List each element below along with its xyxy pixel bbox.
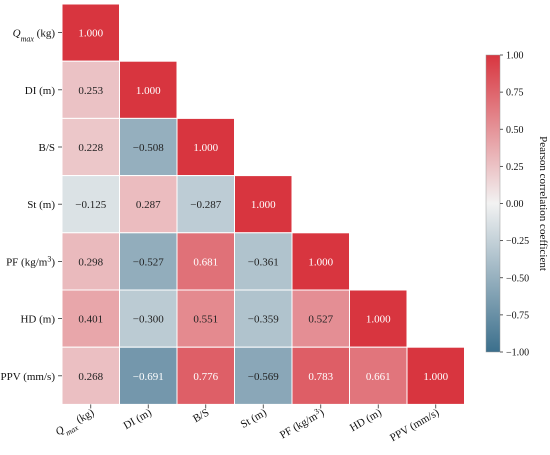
row-label: PPV (mm/s): [0, 371, 55, 383]
label-rest: ): [51, 256, 55, 268]
heatmap-cell: [349, 289, 408, 348]
cell-value-label: 0.551: [193, 314, 218, 326]
cell-value-label: 1.000: [251, 199, 276, 211]
label-main: DI (m): [122, 406, 154, 432]
cell-value-label: −0.569: [248, 371, 279, 383]
label-rest: (kg): [34, 28, 55, 40]
colorbar-tick-label: 0.25: [506, 162, 524, 173]
heatmap-cell: [349, 346, 408, 405]
label-main: DI (m): [25, 85, 56, 97]
label-main: B/S: [191, 407, 211, 426]
row-label: PF (kg/m3): [6, 254, 55, 269]
label-main: B/S: [38, 142, 55, 154]
colorbar-tick-label: −0.75: [506, 310, 529, 321]
colorbar-tick-label: −0.50: [506, 273, 529, 284]
cell-value-label: −0.300: [133, 314, 164, 326]
cell-value-label: 0.776: [193, 371, 218, 383]
cell-value-label: 0.253: [78, 85, 103, 97]
column-labels: Qmax (kg) DI (m) B/S St (m) PF (kg/m3) HD (m)…: [54, 404, 442, 444]
cell-value-label: −0.361: [248, 256, 279, 268]
heatmap-cell: [291, 289, 350, 348]
colorbar-tick-label: −0.25: [506, 236, 529, 247]
label-main: St (m): [27, 199, 55, 211]
label-rest: ): [317, 406, 326, 418]
heatmap-cell: [119, 60, 178, 119]
cell-value-label: 0.228: [78, 142, 103, 154]
colorbar-tick-label: −1.00: [506, 348, 529, 359]
row-labels: Qmax (kg) DI (m) B/S St (m) PF (kg/m3) HD (m)…: [0, 28, 62, 383]
cell-value-label: 1.000: [366, 314, 391, 326]
cell-value-label: 0.401: [78, 314, 103, 326]
label-rest: (kg): [72, 406, 97, 427]
heatmap-cell: [119, 289, 178, 348]
colorbar: 1.00 0.75 0.50 0.25 0.00 −0.25 −0.50 −0.75 −1.00…: [485, 51, 549, 359]
label-main: PPV (mm/s): [388, 406, 441, 444]
cell-value-label: 1.000: [136, 85, 161, 97]
heatmap-cell: [176, 289, 235, 348]
label-main: PF (kg/m: [6, 256, 48, 268]
heatmap-cell: [61, 346, 120, 405]
label-main: HD (m): [20, 314, 55, 326]
row-label: Qmax (kg): [13, 28, 56, 44]
cell-value-label: 0.527: [308, 314, 333, 326]
cell-value-label: −0.287: [190, 199, 221, 211]
cell-value-label: 0.681: [193, 256, 218, 268]
cell-value-label: 1.000: [423, 371, 448, 383]
heatmap-cell: [234, 289, 293, 348]
colorbar-tick-label: 0.00: [506, 199, 524, 210]
column-label: PPV (mm/s): [388, 406, 441, 444]
heatmap-cell: [119, 232, 178, 291]
heatmap-cell: [61, 3, 120, 62]
label-main: PPV (mm/s): [0, 371, 55, 383]
label-main: Q: [13, 28, 21, 40]
column-label: HD (m): [348, 406, 384, 434]
label-superscript: 3: [47, 254, 51, 263]
label-main: PF (kg/m: [278, 410, 320, 441]
cell-value-label: 1.000: [308, 256, 333, 268]
cell-value-label: −0.359: [248, 314, 279, 326]
column-label: Qmax (kg): [54, 406, 99, 441]
column-label: St (m): [239, 406, 269, 430]
colorbar-tick-label: 0.50: [506, 125, 524, 136]
cell-value-label: −0.508: [133, 142, 164, 154]
cell-value-label: 0.783: [308, 371, 333, 383]
cell-value-label: −0.691: [133, 371, 164, 383]
cell-value-label: 0.298: [78, 256, 103, 268]
heatmap-cell: [176, 117, 235, 177]
heatmap-cell: [119, 175, 178, 234]
heatmap-cell: [406, 346, 465, 405]
heatmap-cell: [234, 346, 293, 405]
cell-value-label: 0.661: [366, 371, 391, 383]
label-main: HD (m): [348, 406, 384, 434]
colorbar-label: Pearson correlation coefficient: [537, 136, 549, 271]
cell-value-label: 0.268: [78, 371, 103, 383]
row-label: B/S: [38, 142, 55, 154]
label-main: St (m): [239, 406, 269, 430]
cell-value-label: −0.125: [75, 199, 106, 211]
row-label: HD (m): [20, 314, 55, 326]
column-label: PF (kg/m3): [277, 404, 327, 441]
column-label: B/S: [191, 407, 211, 426]
heatmap-cell: [234, 175, 293, 234]
cell-value-label: 1.000: [78, 28, 103, 40]
cell-value-label: 0.287: [136, 199, 161, 211]
cell-value-label: −0.527: [133, 256, 164, 268]
cell-value-label: 1.000: [193, 142, 218, 154]
column-label: DI (m): [122, 406, 154, 432]
heatmap-cells: 1.000 0.253 1.000 0.228 −0.508 1.000 −0.125 0.2…: [61, 3, 465, 405]
row-label: St (m): [27, 199, 55, 211]
heatmap-cell: [61, 60, 120, 119]
colorbar-tick-label: 1.00: [506, 51, 524, 62]
heatmap-cell: [234, 232, 293, 291]
colorbar-tick-label: 0.75: [506, 88, 524, 99]
label-superscript: 3: [312, 406, 320, 416]
heatmap-cell: [119, 346, 178, 405]
colorbar-gradient: [485, 54, 501, 353]
row-label: DI (m): [25, 85, 56, 97]
label-subscript: max: [21, 34, 35, 43]
